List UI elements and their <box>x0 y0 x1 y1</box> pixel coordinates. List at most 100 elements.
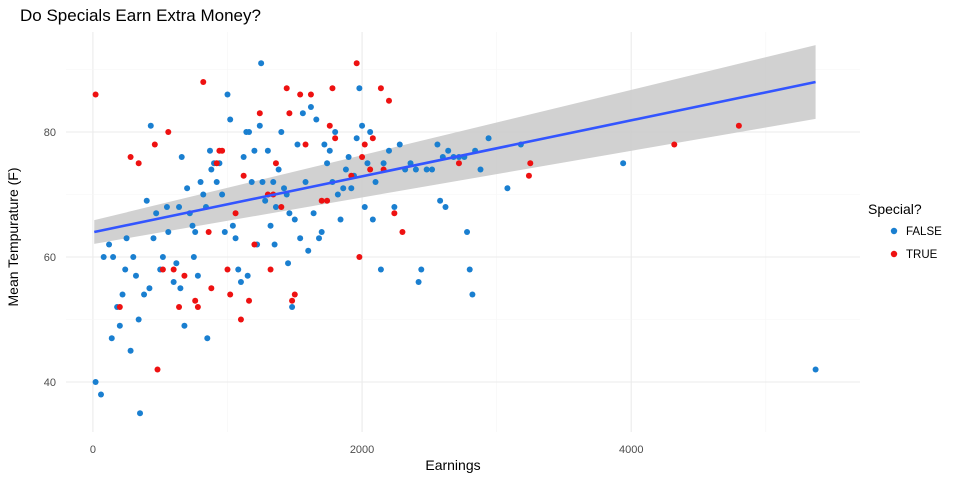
data-point-false <box>248 179 255 185</box>
data-point-false <box>396 141 403 148</box>
data-point-false <box>213 179 220 185</box>
trend-line <box>93 80 816 234</box>
data-point-false <box>192 229 199 235</box>
data-point-false <box>275 166 282 173</box>
legend-label-false: FALSE <box>906 226 942 238</box>
data-point-true <box>307 91 314 98</box>
data-point-false <box>442 204 449 210</box>
data-point-false <box>170 279 177 285</box>
data-point-true <box>154 366 161 373</box>
data-point-false <box>122 266 129 273</box>
data-point-false <box>385 147 392 154</box>
data-point-true <box>332 135 339 142</box>
data-point-false <box>302 179 309 185</box>
data-point-false <box>345 154 352 160</box>
x-tick-label: 0 <box>90 444 96 456</box>
data-point-false <box>464 229 471 235</box>
data-point-true <box>361 141 368 148</box>
data-point-false <box>377 266 384 273</box>
data-point-false <box>108 335 115 342</box>
data-point-false <box>342 166 349 173</box>
data-point-true <box>289 297 296 304</box>
data-point-false <box>485 135 492 142</box>
data-point-true <box>194 304 201 310</box>
data-point-true <box>302 141 309 148</box>
data-point-false <box>272 204 279 210</box>
data-point-false <box>391 204 398 210</box>
data-point-true <box>181 272 188 279</box>
data-point-false <box>219 191 226 198</box>
regression-line <box>93 80 816 234</box>
y-axis-title: Mean Tempurature (F) <box>5 167 21 306</box>
data-point-true <box>525 172 532 179</box>
data-point-false <box>229 222 236 229</box>
data-point-true <box>391 210 398 217</box>
data-point-false <box>251 147 258 154</box>
data-point-true <box>359 154 366 160</box>
y-tick-label: 60 <box>44 252 56 264</box>
data-point-false <box>445 147 452 154</box>
data-point-false <box>208 166 215 173</box>
data-point-false <box>237 279 244 285</box>
data-point-true <box>256 110 263 117</box>
data-point-true <box>329 85 336 92</box>
data-point-true <box>283 85 290 92</box>
data-point-false <box>177 285 184 292</box>
data-point-false <box>299 110 306 117</box>
data-point-true <box>246 297 253 304</box>
confidence-band-area <box>94 45 816 244</box>
data-point-true <box>232 210 239 217</box>
data-point-true <box>735 122 742 129</box>
x-axis-title: Earnings <box>425 457 480 473</box>
data-point-false <box>318 229 325 235</box>
data-point-false <box>147 122 154 129</box>
confidence-band <box>94 45 816 244</box>
data-point-false <box>143 197 150 204</box>
data-point-false <box>466 266 473 273</box>
data-point-true <box>92 91 99 98</box>
data-point-false <box>100 254 107 260</box>
data-point-false <box>190 254 197 260</box>
data-point-false <box>340 185 347 192</box>
data-point-false <box>227 116 234 123</box>
legend-swatch-false <box>890 227 898 235</box>
data-point-false <box>110 254 117 260</box>
data-point-true <box>267 266 274 273</box>
data-point-false <box>418 266 425 273</box>
axis-ticks: 0 2000 4000 40 60 80 <box>44 127 644 456</box>
data-point-true <box>165 129 172 135</box>
data-point-false <box>310 210 317 217</box>
data-point-false <box>153 210 160 217</box>
data-point-false <box>135 316 142 323</box>
data-point-true <box>671 141 678 148</box>
data-point-false <box>271 241 278 248</box>
data-point-false <box>262 197 269 204</box>
data-point-true <box>127 154 134 160</box>
y-tick-label: 80 <box>44 127 56 139</box>
data-point-false <box>200 191 207 198</box>
data-point-false <box>372 179 379 185</box>
legend-label-true: TRUE <box>906 249 938 261</box>
data-point-true <box>272 160 279 167</box>
data-point-true <box>527 160 534 167</box>
data-point-false <box>469 291 476 298</box>
data-point-false <box>353 135 360 142</box>
data-point-false <box>256 122 263 129</box>
data-point-true <box>399 229 406 235</box>
data-point-true <box>367 166 374 173</box>
data-point-true <box>353 60 360 67</box>
data-point-true <box>377 85 384 92</box>
x-tick-label: 4000 <box>619 444 643 456</box>
data-point-false <box>116 322 123 329</box>
data-point-false <box>189 222 196 229</box>
legend-swatch-true <box>890 250 898 258</box>
data-point-false <box>321 141 328 148</box>
data-point-false <box>163 204 170 210</box>
data-point-false <box>364 160 371 167</box>
data-point-false <box>92 379 99 385</box>
data-point-false <box>176 204 183 210</box>
data-point-true <box>240 172 247 179</box>
data-point-false <box>285 260 292 267</box>
data-point-false <box>146 285 153 292</box>
data-point-false <box>437 197 444 204</box>
